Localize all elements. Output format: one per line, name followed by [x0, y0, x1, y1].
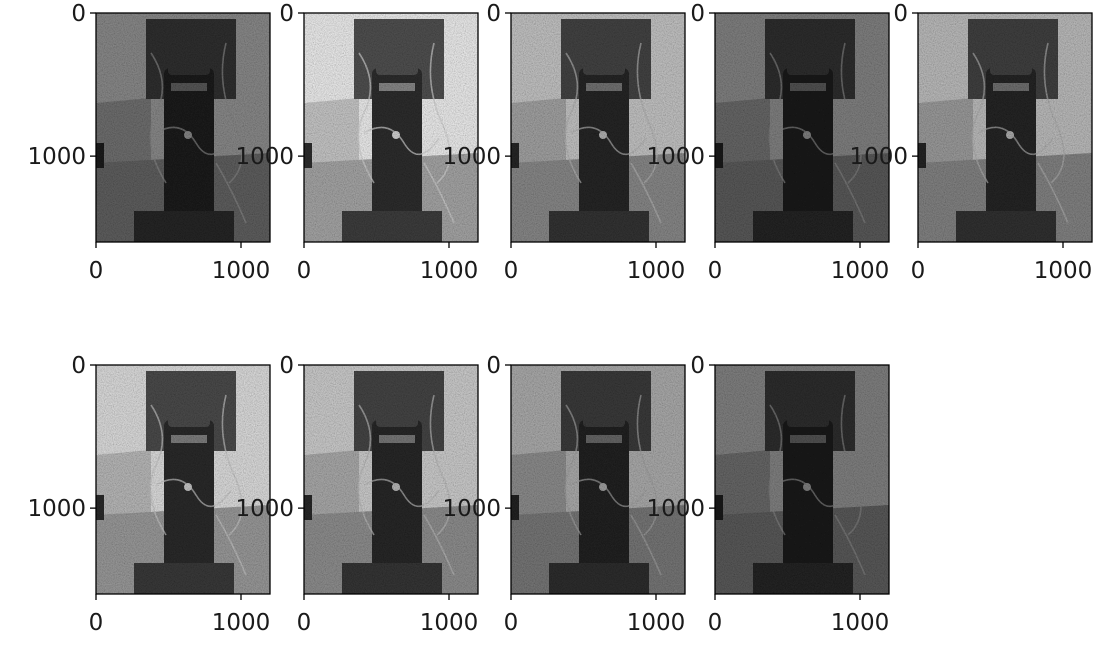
axes-frame: [714, 12, 890, 243]
x-tick-label: 0: [297, 610, 312, 636]
x-tick-label: 0: [504, 610, 519, 636]
y-tick-label: 0: [893, 1, 908, 27]
x-tick-label: 1000: [831, 610, 890, 636]
y-tick-label: 1000: [442, 144, 501, 170]
x-tick-label: 1000: [627, 610, 686, 636]
y-tick-label: 1000: [27, 144, 86, 170]
x-tick-label: 0: [89, 610, 104, 636]
image-panel: 0 1000 0 1000: [646, 1, 890, 284]
axes-frame: [510, 364, 686, 595]
y-tick-label: 0: [690, 1, 705, 27]
y-tick-label: 1000: [27, 496, 86, 522]
image-panel: 0 1000 0 1000: [442, 1, 686, 284]
y-tick-label: 1000: [646, 496, 705, 522]
y-tick-label: 1000: [646, 144, 705, 170]
axes-frame: [714, 364, 890, 595]
axes-frame: [917, 12, 1093, 243]
y-tick-label: 1000: [235, 496, 294, 522]
image-panel: 0 1000 0 1000: [235, 1, 479, 284]
axes-frame: [303, 364, 479, 595]
x-tick-label: 1000: [627, 258, 686, 284]
image-panel: 0 1000 0 1000: [27, 1, 271, 284]
x-tick-label: 1000: [212, 610, 271, 636]
x-tick-label: 0: [89, 258, 104, 284]
y-tick-label: 1000: [849, 144, 908, 170]
image-panel: 0 1000 0 1000: [646, 353, 890, 636]
x-tick-label: 1000: [831, 258, 890, 284]
y-tick-label: 0: [279, 353, 294, 379]
x-tick-label: 1000: [212, 258, 271, 284]
axes-frame: [303, 12, 479, 243]
y-tick-label: 1000: [235, 144, 294, 170]
y-tick-label: 0: [279, 1, 294, 27]
x-tick-label: 0: [911, 258, 926, 284]
x-tick-label: 0: [708, 610, 723, 636]
x-tick-label: 1000: [1034, 258, 1093, 284]
y-tick-label: 0: [690, 353, 705, 379]
axes-frame: [510, 12, 686, 243]
axes-frame: [95, 12, 271, 243]
y-tick-label: 0: [486, 1, 501, 27]
axes-frame: [95, 364, 271, 595]
y-tick-label: 0: [486, 353, 501, 379]
image-panel: 0 1000 0 1000: [849, 1, 1093, 284]
y-tick-label: 0: [71, 353, 86, 379]
x-tick-label: 1000: [420, 258, 479, 284]
y-tick-label: 1000: [442, 496, 501, 522]
x-tick-label: 0: [504, 258, 519, 284]
x-tick-label: 1000: [420, 610, 479, 636]
image-panel: 0 1000 0 1000: [27, 353, 271, 636]
x-tick-label: 0: [297, 258, 312, 284]
x-tick-label: 0: [708, 258, 723, 284]
y-tick-label: 0: [71, 1, 86, 27]
image-panel: 0 1000 0 1000: [442, 353, 686, 636]
image-panel: 0 1000 0 1000: [235, 353, 479, 636]
